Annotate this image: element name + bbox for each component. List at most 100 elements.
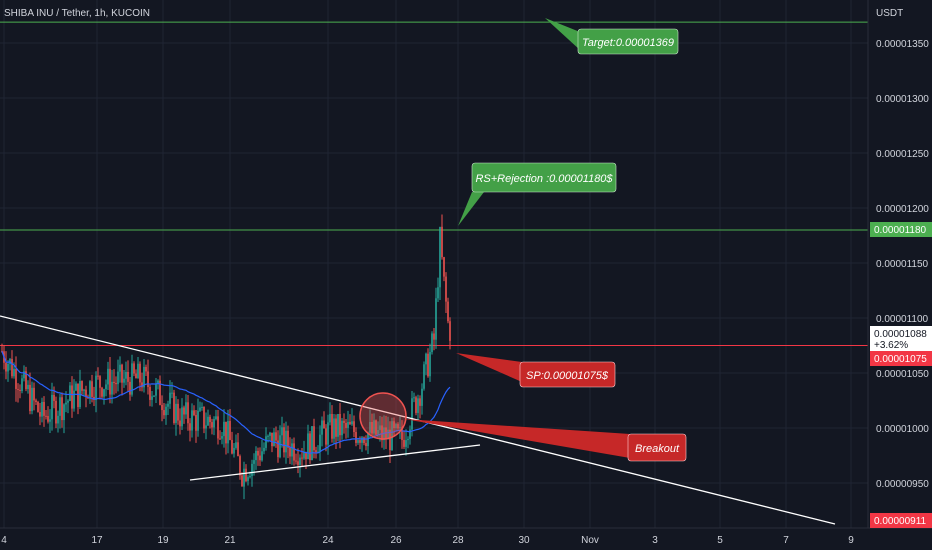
candle-body (135, 373, 137, 379)
ascending-trendline[interactable] (189, 444, 481, 481)
x-tick-label: 21 (224, 535, 236, 546)
candle-body (373, 420, 375, 434)
candle-body (169, 392, 171, 404)
candle-body (51, 394, 53, 420)
target-label: Target:0.00001369 (582, 37, 674, 49)
candle-body (25, 371, 27, 390)
candle-body (45, 415, 47, 417)
candle-body (13, 368, 15, 377)
candle-body (261, 451, 263, 461)
candle-body (441, 226, 443, 258)
candle-body (321, 420, 323, 435)
candle-body (109, 368, 111, 395)
y-tick-label: 0.00001350 (876, 39, 929, 50)
candle-body (285, 430, 287, 453)
candle-body (365, 443, 367, 447)
candle-body (71, 385, 73, 409)
candle-body (259, 455, 261, 461)
candle-body (67, 400, 69, 403)
candle-body (305, 451, 307, 460)
candle-body (155, 384, 157, 396)
candle-body (223, 421, 225, 437)
candle-body (133, 363, 135, 374)
candle-body (357, 440, 359, 443)
candle-body (147, 371, 149, 388)
breakout-circle[interactable] (359, 392, 407, 440)
candle-body (355, 432, 357, 443)
candle-body (27, 384, 29, 390)
candle-body (371, 421, 373, 434)
moving-average-line (1, 351, 451, 455)
candle-body (293, 443, 295, 461)
x-tick-label: 26 (390, 535, 402, 546)
target-callout[interactable]: Target:0.00001369 (545, 18, 679, 55)
candle-body (15, 368, 17, 389)
candle-body (417, 398, 419, 413)
y-tick-label: 0.00000950 (876, 479, 929, 490)
candle-body (359, 440, 361, 443)
candle-body (161, 404, 163, 411)
candle-body (389, 429, 391, 451)
candle-body (31, 387, 33, 412)
candle-body (233, 447, 235, 454)
candle-body (343, 420, 345, 423)
resistance-price-tag: 0.00001180 (870, 222, 932, 237)
candle-body (21, 378, 23, 391)
candle-body (123, 378, 125, 383)
candle-body (69, 385, 71, 401)
candle-body (37, 402, 39, 413)
candle-body (237, 442, 239, 457)
candle-body (263, 447, 265, 452)
candle-body (53, 394, 55, 401)
candle-body (351, 421, 353, 425)
resistance-callout[interactable]: RS+Rejection :0.00001180$ (458, 162, 617, 226)
candle-body (7, 363, 9, 372)
candle-body (447, 301, 449, 322)
candle-body (93, 396, 95, 401)
candle-body (47, 415, 49, 422)
candle-body (301, 457, 303, 459)
candle-body (385, 427, 387, 440)
candle-body (287, 430, 289, 448)
candle-body (423, 364, 425, 389)
x-axis[interactable]: 4 17 19 21 24 26 28 30 Nov 3 5 7 9 (0, 527, 932, 546)
y-axis[interactable]: 0.00001350 0.00001300 0.00001250 0.00001200… (867, 0, 929, 528)
candle-body (393, 421, 395, 429)
candle-body (419, 398, 421, 406)
candle-body (205, 425, 207, 429)
candle-body (19, 389, 21, 391)
candle-body (179, 420, 181, 427)
candle-body (163, 410, 165, 416)
candle-body (445, 276, 447, 302)
candle-body (329, 414, 331, 423)
resistance-label: RS+Rejection :0.00001180$ (475, 173, 613, 185)
candle-body (97, 375, 99, 377)
candle-body (235, 442, 237, 448)
x-tick-label: 7 (783, 535, 789, 546)
sp-callout[interactable]: SP:0.00001075$ (456, 353, 616, 388)
candle-body (297, 461, 299, 465)
candle-body (243, 468, 245, 487)
candle-body (353, 421, 355, 433)
candle-body (309, 433, 311, 461)
candle-body (99, 376, 101, 388)
candle-body (187, 402, 189, 424)
candle-body (325, 428, 327, 445)
candle-body (209, 416, 211, 423)
candle-body (103, 389, 105, 397)
candle-body (63, 404, 65, 421)
candle-body (141, 382, 143, 388)
candle-body (427, 353, 429, 377)
candle-body (149, 387, 151, 400)
candle-body (211, 422, 213, 428)
candle-body (379, 425, 381, 431)
candle-body (277, 440, 279, 458)
candle-body (191, 410, 193, 431)
candle-body (115, 382, 117, 385)
candle-body (189, 423, 191, 431)
y-tick-label: 0.00001200 (876, 204, 929, 215)
y-tick-label: 0.00001150 (876, 259, 929, 270)
candle-body (291, 443, 293, 457)
breakout-callout[interactable]: Breakout (404, 419, 687, 462)
